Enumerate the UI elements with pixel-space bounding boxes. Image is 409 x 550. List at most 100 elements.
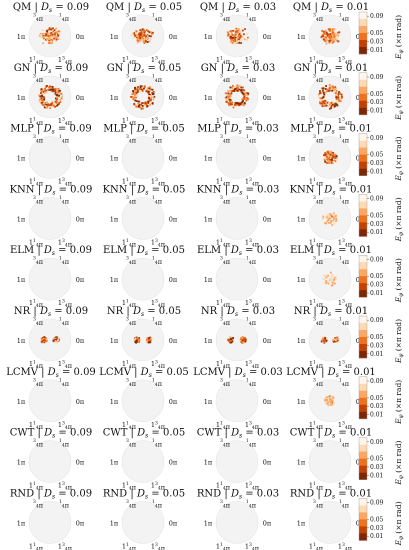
- tick-label-3-4pi: 34π: [126, 73, 137, 84]
- tick-label-1-1-4pi: 114π: [309, 238, 324, 249]
- data-point: [332, 396, 335, 399]
- tick-label-1-1-4pi: 114π: [122, 299, 137, 310]
- data-point: [331, 397, 333, 400]
- colorbar-label: Eφ (×π rad): [394, 258, 405, 303]
- data-point: [56, 104, 59, 106]
- tick-label-1-3-4pi: 134π: [338, 56, 353, 67]
- data-point: [332, 36, 335, 39]
- panel-title: CWT | Ds = 0.09: [10, 428, 92, 440]
- data-point: [327, 101, 329, 104]
- data-point: [324, 340, 327, 343]
- colorbar-segment: [359, 276, 367, 284]
- data-point: [338, 31, 341, 34]
- data-point: [336, 338, 339, 341]
- colorbar-tick: 0.03: [370, 160, 384, 167]
- tick-label-1-4pi: 14π: [59, 377, 70, 388]
- data-point: [234, 103, 237, 106]
- data-point: [51, 29, 54, 31]
- panel-title: CWT | Ds = 0.03: [197, 428, 279, 440]
- data-point: [44, 337, 47, 339]
- panel-title: KNN | Ds = 0.09: [10, 184, 93, 196]
- tick-label-1-3-4pi: 134π: [338, 481, 353, 492]
- data-point: [335, 103, 338, 106]
- data-point: [237, 102, 240, 105]
- data-point: [42, 88, 45, 91]
- data-point: [322, 337, 324, 340]
- data-point: [44, 105, 47, 108]
- tick-label-0pi: 0π: [169, 215, 178, 223]
- colorbar-segment: [359, 390, 367, 399]
- data-point: [328, 40, 331, 43]
- tick-label-1-1-4pi: 114π: [29, 481, 44, 492]
- data-point: [41, 29, 44, 31]
- data-point: [327, 219, 330, 221]
- data-point: [55, 38, 58, 41]
- tick-label-1-4pi: 14π: [339, 499, 350, 510]
- data-point: [45, 30, 47, 33]
- data-point: [331, 153, 333, 155]
- data-point: [149, 97, 152, 100]
- colorbar-tick: 0.09: [370, 439, 384, 446]
- data-point: [47, 35, 50, 37]
- panel-title: NR | Ds = 0.01: [294, 306, 368, 318]
- data-point: [142, 32, 145, 35]
- data-point: [330, 276, 333, 279]
- colorbar-segment: [359, 19, 367, 27]
- tick-label-3-4pi: 34π: [126, 13, 137, 24]
- tick-label-1-4pi: 14π: [339, 195, 350, 206]
- colorbar-tick: 0.09: [370, 500, 384, 507]
- data-point: [333, 36, 336, 39]
- colorbar-segment: [359, 505, 367, 513]
- tick-label-0pi: 0π: [76, 337, 85, 345]
- data-point: [235, 104, 238, 106]
- data-point: [243, 338, 246, 341]
- data-point: [241, 91, 244, 94]
- data-point: [50, 37, 52, 40]
- data-point: [333, 338, 336, 341]
- data-point: [149, 95, 151, 98]
- tick-label-1-1-4pi: 114π: [29, 238, 44, 249]
- data-point: [39, 100, 41, 102]
- data-point: [46, 105, 49, 108]
- data-point: [54, 340, 57, 342]
- data-point: [146, 33, 149, 36]
- data-point: [329, 397, 331, 400]
- data-point: [229, 104, 231, 106]
- data-point: [325, 152, 328, 155]
- tick-label-1-3-4pi: 134π: [151, 420, 166, 431]
- tick-label-3-4pi: 34π: [126, 499, 137, 510]
- data-point: [147, 38, 150, 41]
- data-point: [324, 99, 327, 102]
- data-point: [331, 284, 334, 287]
- tick-label-1-1-4pi: 114π: [122, 420, 137, 431]
- tick-label-1-4pi: 14π: [246, 134, 257, 145]
- colorbar-segment: [359, 168, 367, 176]
- polar-axes: [308, 501, 352, 544]
- data-point: [329, 278, 331, 281]
- tick-label-1-4pi: 14π: [339, 438, 350, 449]
- data-point: [329, 155, 332, 158]
- data-point: [145, 88, 148, 91]
- tick-label-1pi: 1π: [110, 33, 119, 41]
- panel-title: LCMV | Ds = 0.03: [193, 367, 283, 379]
- data-point: [140, 107, 143, 110]
- data-point: [60, 94, 63, 97]
- data-point: [38, 94, 40, 97]
- data-point: [50, 29, 53, 32]
- tick-label-1-3-4pi: 134π: [151, 56, 166, 67]
- data-point: [328, 159, 331, 162]
- data-point: [246, 39, 249, 42]
- data-point: [136, 42, 139, 45]
- data-point: [41, 95, 43, 97]
- data-point: [44, 91, 46, 94]
- data-point: [320, 36, 323, 38]
- colorbar-segment: [359, 215, 367, 223]
- panel-title: MLP | Ds = 0.05: [103, 124, 184, 136]
- colorbar-segment: [359, 465, 367, 473]
- data-point: [40, 92, 42, 95]
- colorbar: 0.09 0.050.030.01 Eφ (×π rad): [358, 133, 405, 182]
- data-point: [235, 85, 238, 88]
- data-point: [231, 340, 234, 343]
- data-point: [54, 87, 57, 90]
